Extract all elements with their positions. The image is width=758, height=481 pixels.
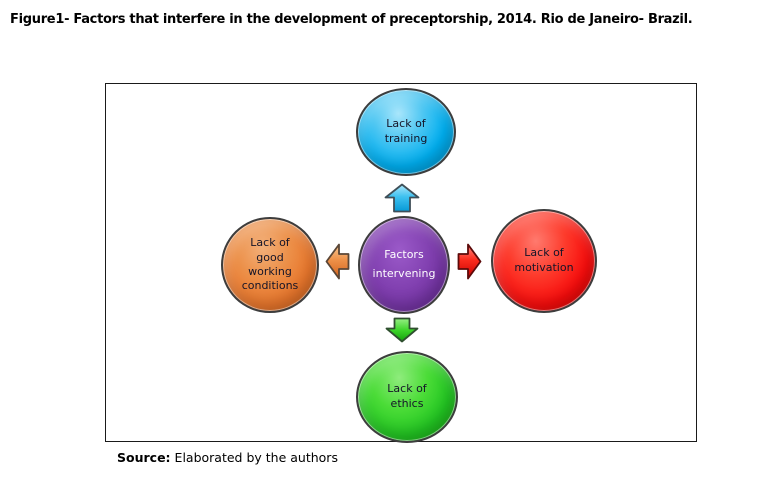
node-label-line: ethics [390, 397, 424, 410]
node-label-line: Factors [384, 248, 424, 262]
node-label-line: motivation [514, 261, 574, 274]
node-label-line: Lack of [387, 382, 427, 396]
node-lack-of-good-working-conditions: Lack of good working conditions [221, 217, 319, 313]
node-label: Lack of good working conditions [242, 236, 299, 293]
down-arrow-icon [385, 317, 419, 343]
node-label-line: Lack of [524, 246, 564, 260]
figure-title: Figure1- Factors that interfere in the d… [10, 12, 693, 27]
node-label: Lack of training [385, 117, 428, 146]
node-label-line: training [384, 132, 428, 145]
node-lack-of-motivation: Lack of motivation [491, 209, 597, 313]
source-label: Source: [117, 450, 171, 465]
left-arrow-icon [325, 243, 350, 280]
node-label-line: Lack of [386, 117, 426, 131]
node-factors-intervening: Factors intervening [358, 216, 450, 314]
node-lack-of-training: Lack of training [356, 88, 456, 176]
node-label-line: Lack of [250, 236, 290, 250]
node-lack-of-ethics: Lack of ethics [356, 351, 458, 443]
up-arrow-icon [384, 183, 420, 213]
node-label-line: conditions [241, 279, 299, 293]
node-label-line: intervening [372, 267, 436, 280]
node-label: Lack of ethics [387, 382, 426, 411]
source-line: Source: Elaborated by the authors [117, 450, 338, 465]
node-label: Factors intervening [373, 246, 436, 283]
node-label: Lack of motivation [514, 246, 573, 275]
right-arrow-icon [457, 243, 482, 280]
node-label-line: good [256, 250, 284, 264]
diagram-canvas: Lack of training Factors int [105, 83, 697, 443]
node-label-line: working [248, 265, 292, 278]
source-text: Elaborated by the authors [174, 450, 338, 465]
